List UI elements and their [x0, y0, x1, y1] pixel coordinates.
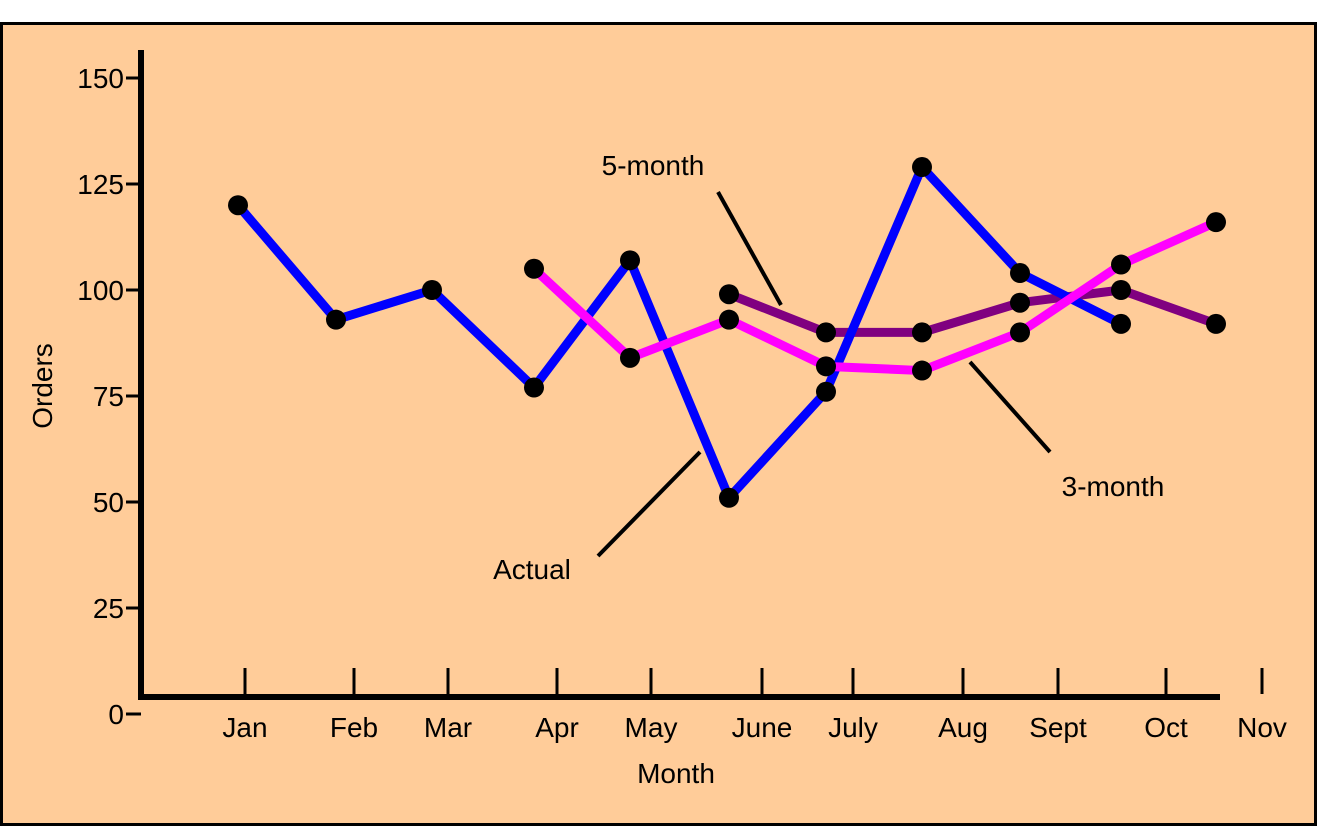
x-tick-label-sept: Sept	[1029, 712, 1087, 743]
data-point-3-month-july	[816, 356, 836, 377]
data-point-3-month-aug	[912, 360, 932, 381]
data-point-3-month-may	[620, 347, 640, 368]
x-tick-label-nov: Nov	[1237, 712, 1287, 743]
data-point-3-month-nov	[1206, 212, 1226, 233]
data-point-actual-jan	[228, 195, 248, 216]
data-point-5-month-june	[719, 284, 739, 305]
x-tick-label-aug: Aug	[938, 712, 988, 743]
data-point-5-month-oct	[1111, 280, 1131, 300]
x-tick-label-oct: Oct	[1144, 712, 1188, 743]
five-month-leader-line	[716, 191, 783, 306]
series-layer	[228, 157, 1226, 508]
data-point-3-month-june	[719, 309, 739, 330]
annotation-5-month: 5-month	[602, 150, 705, 181]
data-point-actual-oct	[1111, 313, 1131, 334]
markers-layer	[228, 157, 1226, 508]
y-axis-label: Orders	[27, 343, 58, 429]
y-tick-label: 125	[77, 169, 124, 200]
data-point-actual-feb	[326, 309, 346, 330]
annotation-actual: Actual	[493, 554, 571, 585]
data-point-actual-may	[620, 250, 640, 271]
data-point-3-month-oct	[1111, 254, 1131, 275]
data-point-actual-mar	[422, 280, 442, 300]
three-month-leader-line	[968, 360, 1052, 454]
x-tick-label-mar: Mar	[424, 712, 472, 743]
data-point-3-month-sept	[1010, 322, 1030, 343]
data-point-actual-june	[719, 487, 739, 508]
data-point-actual-aug	[912, 157, 932, 178]
data-point-5-month-sept	[1010, 292, 1030, 313]
data-point-actual-sept	[1010, 263, 1030, 284]
data-point-5-month-aug	[912, 322, 932, 343]
x-tick-label-july: July	[828, 712, 878, 743]
x-tick-label-feb: Feb	[330, 712, 378, 743]
y-tick-label: 150	[77, 63, 124, 94]
annotation-leaders	[596, 191, 1052, 558]
data-point-actual-apr	[524, 377, 544, 398]
x-tick-label-may: May	[625, 712, 678, 743]
actual-leader-line	[596, 450, 702, 558]
annotation-3-month: 3-month	[1062, 471, 1165, 502]
x-tick-label-apr: Apr	[535, 712, 579, 743]
data-point-5-month-nov	[1206, 313, 1226, 334]
series-line-3-month	[530, 218, 1218, 376]
y-tick-label: 75	[93, 381, 124, 412]
chart-frame	[0, 22, 1317, 826]
x-axis-label: Month	[637, 758, 715, 789]
y-tick-label: 0	[108, 699, 124, 730]
x-axis-ticks: Jan Feb Mar Apr May June July Aug Sept Oct Nov	[222, 668, 1287, 743]
series-line-5-month	[727, 285, 1218, 337]
series-line-actual	[234, 162, 1124, 503]
x-tick-label-june: June	[732, 712, 793, 743]
data-point-3-month-apr	[524, 258, 544, 279]
y-axis-ticks: 0 25 50 75 100 125 150	[77, 63, 141, 730]
y-tick-label: 50	[93, 487, 124, 518]
y-tick-label: 100	[77, 275, 124, 306]
data-point-5-month-july	[816, 322, 836, 343]
y-tick-label: 25	[93, 593, 124, 624]
x-tick-label-jan: Jan	[222, 712, 267, 743]
data-point-actual-july	[816, 381, 836, 402]
